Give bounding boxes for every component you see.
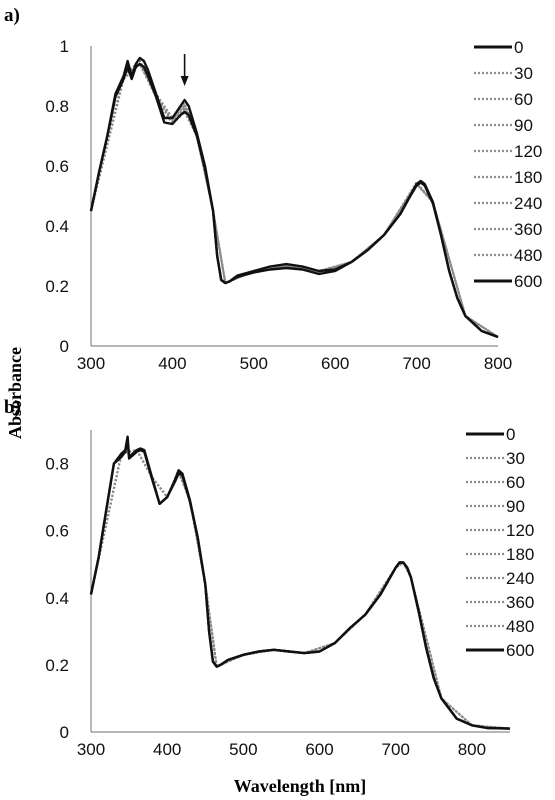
- panel-a-x-tick-label: 400: [158, 354, 186, 373]
- panel-b-legend-entry: 240: [466, 569, 534, 588]
- panel-b-legend-entry: 480: [466, 617, 534, 636]
- panel-a-y-tick-label: 0.8: [45, 97, 69, 116]
- panel-b-legend-entry: 120: [466, 521, 534, 540]
- panel-b-legend: 0 30 60 90 120 180 240 360 480 600: [466, 425, 534, 660]
- panel-b-series-30: [90, 449, 511, 730]
- panel-b-chart: b) 300 400 500 600 700 800 0 0.2 0.4 0.6 0.8 0 30 60…: [4, 397, 534, 759]
- panel-b-x-tick-label: 700: [382, 740, 410, 759]
- panel-a-legend-label: 60: [514, 90, 533, 109]
- panel-b-legend-label: 60: [506, 473, 525, 492]
- panel-b-legend-entry: 30: [466, 449, 525, 468]
- panel-b-legend-label: 480: [506, 617, 534, 636]
- panel-b-label: b): [4, 397, 21, 418]
- panel-b-plot-area: 300 400 500 600 700 800 0 0.2 0.4 0.6 0.8: [45, 430, 511, 759]
- panel-a-legend-entry: 600: [474, 272, 542, 291]
- panel-b-legend-label: 90: [506, 497, 525, 516]
- panel-b-x-tick-label: 600: [305, 740, 333, 759]
- panel-b-y-tick-label: 0.8: [45, 455, 69, 474]
- panel-a-series-90: [90, 60, 499, 338]
- panel-b-legend-label: 360: [506, 593, 534, 612]
- panel-a-legend-entry: 180: [474, 168, 542, 187]
- panel-b-series-600: [89, 438, 511, 730]
- panel-b-series-90: [90, 449, 511, 730]
- panel-a-legend-label: 180: [514, 168, 542, 187]
- panel-a-x-tick-label: 800: [484, 354, 512, 373]
- panel-a-series-240: [90, 63, 499, 338]
- panel-a-legend-entry: 240: [474, 194, 542, 213]
- panel-a-legend-entry: 0: [474, 38, 523, 57]
- panel-a-chart: a) 300 400 500 600 700 800 0 0.2 0.4 0.6 0.8 1 0 30 6…: [4, 5, 542, 373]
- panel-a-series-30: [90, 60, 499, 338]
- panel-a-x-tick-label: 300: [77, 354, 105, 373]
- panel-b-series-180: [90, 449, 511, 730]
- panel-b-legend-entry: 60: [466, 473, 525, 492]
- panel-b-series-360: [90, 449, 511, 730]
- panel-a-label: a): [4, 5, 20, 26]
- panel-a-series-0: [89, 56, 499, 339]
- panel-b-legend-label: 180: [506, 545, 534, 564]
- panel-a-legend-label: 480: [514, 246, 542, 265]
- x-axis-title: Wavelength [nm]: [234, 776, 367, 796]
- panel-b-legend-entry: 180: [466, 545, 534, 564]
- panel-a-legend-entry: 480: [474, 246, 542, 265]
- y-axis-title: Absorbance: [5, 347, 25, 439]
- panel-a-legend-entry: 90: [474, 116, 533, 135]
- panel-a-series-480: [90, 63, 499, 338]
- panel-a-series-120: [90, 60, 499, 338]
- panel-a-legend-entry: 60: [474, 90, 533, 109]
- panel-a-y-tick-label: 0.6: [45, 157, 69, 176]
- panel-b-y-tick-label: 0.6: [45, 522, 69, 541]
- panel-a-series-600: [89, 62, 499, 339]
- panel-a-x-tick-label: 600: [321, 354, 349, 373]
- panel-b-x-tick-label: 300: [77, 740, 105, 759]
- panel-b-legend-label: 240: [506, 569, 534, 588]
- panel-a-legend-entry: 360: [474, 220, 542, 239]
- panel-b-legend-label: 600: [506, 641, 534, 660]
- panel-b-x-tick-label: 500: [229, 740, 257, 759]
- panel-b-series-240: [90, 449, 511, 730]
- panel-a-y-tick-label: 0.2: [45, 277, 69, 296]
- panel-a-y-tick-label: 0: [60, 337, 69, 356]
- panel-a-series-180: [90, 63, 499, 338]
- panel-a-legend-label: 240: [514, 194, 542, 213]
- panel-a-y-tick-label: 0.4: [45, 217, 69, 236]
- panel-a-x-tick-label: 500: [240, 354, 268, 373]
- panel-b-series-60: [90, 449, 511, 730]
- panel-a-legend: 0 30 60 90 120 180 240 360 480 600: [474, 38, 542, 291]
- panel-b-legend-entry: 360: [466, 593, 534, 612]
- panel-b-x-tick-label: 800: [458, 740, 486, 759]
- panel-a-y-tick-label: 1: [60, 37, 69, 56]
- panel-b-series-0: [89, 435, 511, 730]
- panel-b-series-480: [90, 449, 511, 730]
- panel-a-series-60: [90, 60, 499, 338]
- panel-b-y-tick-label: 0: [60, 723, 69, 742]
- panel-a-legend-entry: 30: [474, 64, 533, 83]
- panel-b-y-tick-label: 0.2: [45, 656, 69, 675]
- panel-b-y-tick-label: 0.4: [45, 589, 69, 608]
- panel-a-legend-label: 600: [514, 272, 542, 291]
- panel-b-legend-label: 0: [506, 425, 515, 444]
- panel-b-legend-entry: 90: [466, 497, 525, 516]
- panel-b-series-120: [90, 449, 511, 730]
- panel-b-legend-entry: 0: [466, 425, 515, 444]
- panel-a-legend-entry: 120: [474, 142, 542, 161]
- panel-b-legend-label: 120: [506, 521, 534, 540]
- panel-a-legend-label: 30: [514, 64, 533, 83]
- panel-a-legend-label: 360: [514, 220, 542, 239]
- panel-b-legend-entry: 600: [466, 641, 534, 660]
- panel-a-x-tick-label: 700: [402, 354, 430, 373]
- panel-b-x-tick-label: 400: [153, 740, 181, 759]
- panel-b-legend-label: 30: [506, 449, 525, 468]
- panel-a-legend-label: 120: [514, 142, 542, 161]
- panel-a-series-360: [90, 63, 499, 338]
- panel-a-plot-area: 300 400 500 600 700 800 0 0.2 0.4 0.6 0.8 1: [45, 37, 512, 373]
- panel-a-legend-label: 90: [514, 116, 533, 135]
- panel-a-legend-label: 0: [514, 38, 523, 57]
- panel-a-arrow-annotation: [180, 54, 189, 86]
